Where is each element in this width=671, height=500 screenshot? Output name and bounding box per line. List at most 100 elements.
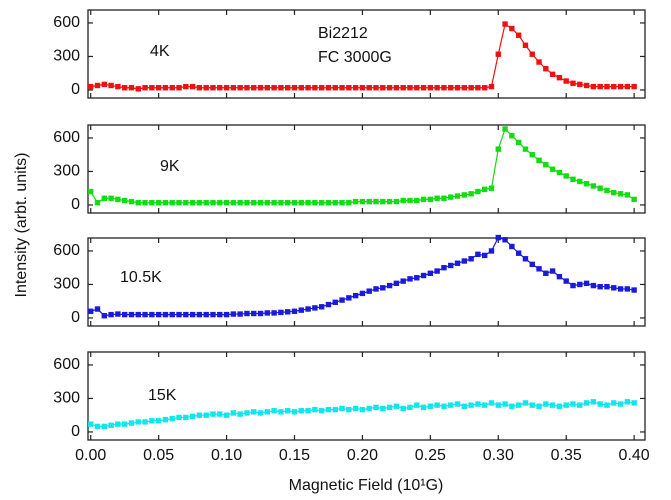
data-point bbox=[230, 311, 237, 317]
data-point bbox=[366, 198, 372, 205]
data-point bbox=[135, 311, 141, 318]
data-point bbox=[414, 85, 420, 91]
data-point bbox=[373, 286, 379, 292]
data-point bbox=[88, 83, 94, 90]
data-point bbox=[210, 311, 216, 318]
data-point bbox=[217, 311, 223, 318]
data-point bbox=[278, 85, 284, 91]
data-point bbox=[189, 83, 196, 90]
data-point bbox=[312, 305, 318, 311]
y-tick-label: 0 bbox=[71, 81, 80, 98]
data-point bbox=[203, 311, 209, 318]
data-point bbox=[373, 85, 379, 91]
data-point bbox=[549, 402, 556, 408]
data-point bbox=[298, 200, 304, 206]
data-point bbox=[400, 405, 406, 412]
data-point bbox=[454, 193, 461, 199]
data-point bbox=[434, 195, 440, 201]
data-point bbox=[522, 256, 529, 262]
data-point bbox=[366, 288, 372, 294]
data-point bbox=[128, 420, 135, 426]
data-point bbox=[509, 243, 515, 250]
data-point bbox=[251, 85, 257, 91]
data-point bbox=[128, 311, 135, 318]
x-tick-label: 0.35 bbox=[551, 447, 582, 464]
data-point bbox=[597, 401, 603, 407]
data-point bbox=[237, 311, 243, 317]
data-point bbox=[142, 200, 148, 206]
data-point bbox=[196, 412, 203, 418]
data-point bbox=[502, 237, 508, 243]
data-point bbox=[502, 401, 508, 407]
data-point bbox=[189, 413, 196, 420]
data-point bbox=[155, 311, 162, 318]
data-point bbox=[543, 66, 549, 72]
data-point bbox=[312, 200, 318, 206]
data-point bbox=[543, 270, 549, 276]
data-point bbox=[549, 71, 556, 78]
data-point bbox=[522, 146, 529, 152]
data-point bbox=[393, 403, 400, 409]
data-point bbox=[94, 82, 101, 89]
data-point bbox=[176, 414, 182, 421]
data-point bbox=[583, 400, 590, 406]
data-point bbox=[223, 311, 230, 318]
data-point bbox=[237, 411, 243, 417]
data-point bbox=[312, 85, 318, 91]
data-point bbox=[278, 409, 284, 415]
data-point bbox=[481, 85, 488, 91]
data-point bbox=[434, 402, 440, 408]
data-point bbox=[597, 283, 603, 290]
data-point bbox=[583, 280, 590, 287]
x-tick-label: 0.40 bbox=[619, 447, 650, 464]
x-tick-label: 0.20 bbox=[347, 447, 378, 464]
data-point bbox=[611, 83, 617, 90]
data-point bbox=[285, 85, 291, 91]
data-point bbox=[386, 404, 393, 411]
data-point bbox=[108, 422, 114, 428]
data-point bbox=[380, 285, 386, 291]
data-point bbox=[502, 21, 508, 27]
data-point bbox=[149, 200, 155, 206]
data-point bbox=[373, 404, 379, 411]
data-point bbox=[536, 266, 542, 272]
data-point bbox=[121, 197, 128, 204]
data-point bbox=[257, 410, 264, 416]
data-point bbox=[318, 85, 325, 91]
data-point bbox=[359, 290, 366, 297]
data-point bbox=[217, 200, 223, 206]
data-point bbox=[475, 188, 481, 195]
data-point bbox=[155, 85, 162, 91]
data-point bbox=[203, 412, 209, 418]
data-point bbox=[468, 256, 474, 262]
data-point bbox=[522, 42, 529, 48]
data-point bbox=[624, 192, 631, 198]
data-point bbox=[101, 195, 108, 201]
data-point bbox=[332, 200, 338, 206]
data-point bbox=[149, 418, 155, 424]
data-point bbox=[115, 311, 121, 317]
data-point bbox=[556, 403, 563, 409]
data-point bbox=[210, 85, 216, 91]
data-point bbox=[393, 85, 400, 91]
data-point bbox=[359, 198, 366, 205]
data-point bbox=[332, 299, 338, 306]
y-axis-label: Intensity (arbt. units) bbox=[13, 153, 30, 298]
data-point bbox=[386, 85, 393, 91]
data-point bbox=[529, 402, 535, 408]
data-point bbox=[380, 198, 386, 205]
data-point bbox=[135, 419, 141, 425]
y-tick-label: 0 bbox=[71, 423, 80, 440]
data-point bbox=[169, 415, 175, 422]
data-point bbox=[461, 192, 468, 198]
data-point bbox=[291, 200, 298, 206]
data-point bbox=[583, 181, 590, 187]
data-point bbox=[142, 85, 148, 91]
data-point bbox=[88, 188, 94, 195]
panel-label: 4K bbox=[150, 43, 170, 60]
data-point bbox=[529, 152, 535, 158]
data-point bbox=[624, 83, 631, 90]
data-point bbox=[617, 83, 624, 90]
data-point bbox=[155, 418, 162, 424]
